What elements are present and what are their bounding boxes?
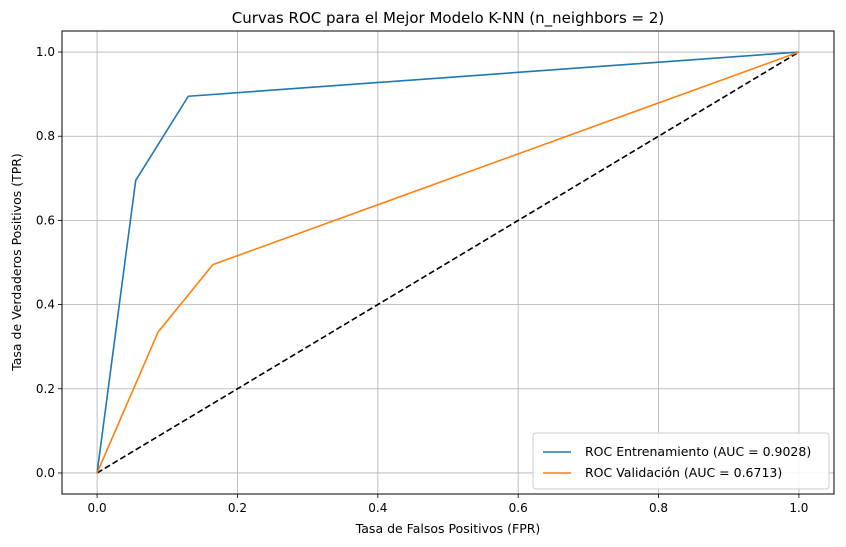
grid <box>62 31 834 494</box>
y-tick-label: 0.8 <box>36 129 55 143</box>
x-tick-label: 0.6 <box>509 501 528 515</box>
reference-diagonal <box>96 51 800 474</box>
x-axis-label: Tasa de Falsos Positivos (FPR) <box>355 521 541 536</box>
reference-diagonal-line <box>96 51 800 474</box>
y-tick-label: 0.4 <box>36 298 55 312</box>
x-tick-label: 0.2 <box>228 501 247 515</box>
x-tick-label: 0.0 <box>88 501 107 515</box>
y-tick-label: 1.0 <box>36 45 55 59</box>
series-line-validacion <box>96 51 800 474</box>
legend-label-entrenamiento: ROC Entrenamiento (AUC = 0.9028) <box>585 444 811 459</box>
x-axis-ticks: 0.0 0.2 0.4 0.6 0.8 1.0 <box>88 494 808 515</box>
legend-frame <box>532 432 830 490</box>
x-tick-label: 0.4 <box>368 501 387 515</box>
y-tick-label: 0.6 <box>36 213 55 227</box>
legend-label-validacion: ROC Validación (AUC = 0.6713) <box>585 465 782 480</box>
x-tick-label: 1.0 <box>789 501 808 515</box>
y-tick-label: 0.0 <box>36 466 55 480</box>
series-group <box>96 51 800 474</box>
x-tick-label: 0.8 <box>649 501 668 515</box>
series-line-entrenamiento <box>96 51 799 474</box>
y-axis-label: Tasa de Verdaderos Positivos (TPR) <box>9 153 24 372</box>
plot-frame <box>61 30 835 495</box>
y-axis-ticks: 0.0 0.2 0.4 0.6 0.8 1.0 <box>36 45 62 480</box>
legend: ROC Entrenamiento (AUC = 0.9028) ROC Val… <box>532 432 830 490</box>
chart-title: Curvas ROC para el Mejor Modelo K-NN (n_… <box>232 9 665 28</box>
y-tick-label: 0.2 <box>36 382 55 396</box>
